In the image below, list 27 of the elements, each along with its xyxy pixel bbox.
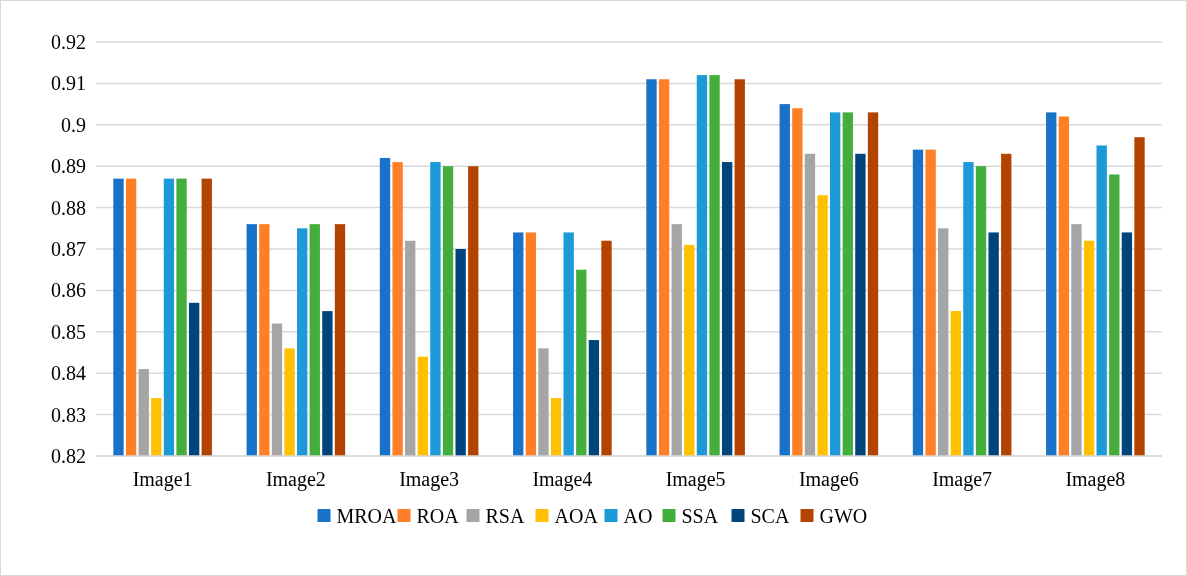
y-tick-label: 0.91 [51, 72, 86, 95]
x-tick-label: Image1 [132, 468, 193, 491]
y-tick-label: 0.89 [51, 155, 86, 178]
y-tick-label: 0.9 [61, 113, 86, 136]
y-tick-label: 0.88 [51, 196, 86, 219]
legend-label: SCA [750, 505, 790, 527]
x-tick-label: Image8 [1065, 468, 1126, 491]
x-tick-label: Image7 [932, 468, 993, 491]
legend-label: GWO [819, 505, 868, 527]
x-tick-label: Image6 [798, 468, 859, 491]
y-tick-label: 0.92 [51, 31, 86, 53]
x-tick-label: Image2 [265, 468, 326, 491]
legend-label: ROA [416, 505, 460, 527]
legend-label: SSA [681, 505, 719, 527]
y-tick-label: 0.85 [51, 320, 86, 343]
x-tick-label: Image4 [532, 468, 593, 491]
x-tick-label: Image3 [399, 468, 460, 491]
legend-label: MROA [336, 505, 398, 527]
y-tick-label: 0.83 [51, 403, 86, 426]
legend-label: RSA [485, 505, 525, 527]
legend-label: AO [623, 505, 653, 527]
y-tick-label: 0.82 [51, 445, 86, 467]
x-tick-label: Image5 [665, 468, 726, 491]
y-tick-label: 0.86 [51, 279, 86, 302]
y-tick-label: 0.84 [51, 362, 86, 385]
legend-label: AOA [554, 505, 599, 527]
y-tick-label: 0.87 [51, 238, 86, 260]
